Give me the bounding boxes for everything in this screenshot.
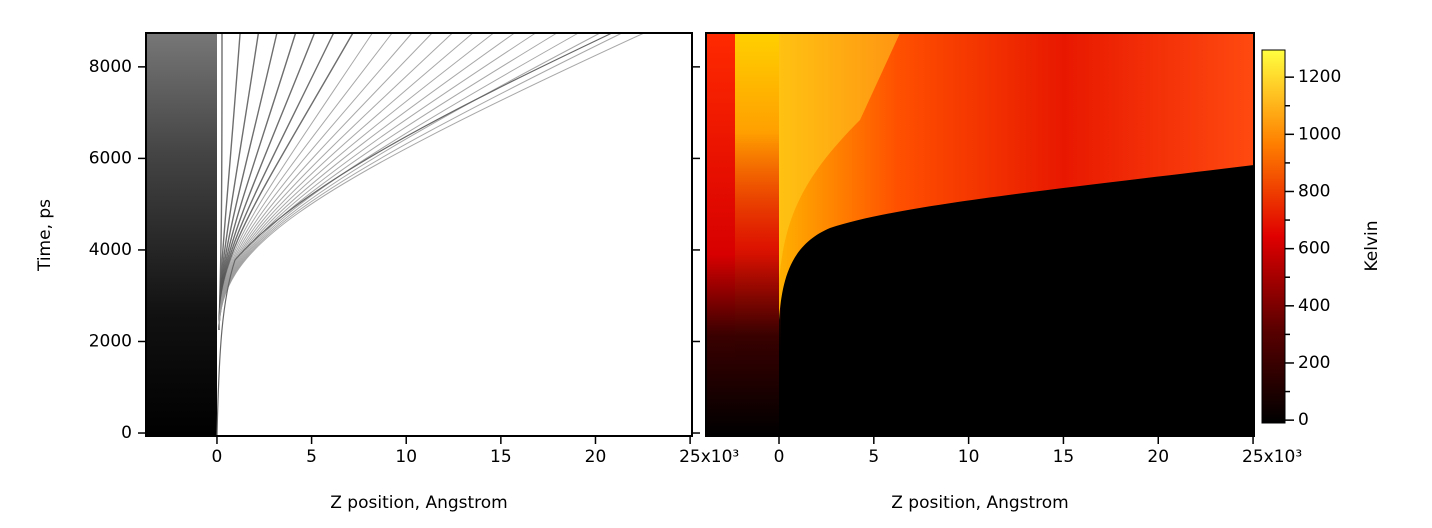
x-tick-label: 10	[395, 447, 417, 467]
colorbar	[1261, 49, 1286, 424]
y-axis-label: Time, ps	[35, 199, 55, 272]
x-tick-label: 5	[868, 447, 879, 467]
y-tick-label: 0	[121, 423, 132, 443]
x-tick-label: 0	[774, 447, 785, 467]
x-tick-label: 0	[212, 447, 223, 467]
y-tick-label: 6000	[89, 148, 132, 168]
hot-fan	[779, 33, 900, 280]
fan-envelope	[216, 32, 613, 437]
x-tick-label: 10	[958, 447, 980, 467]
hot-region	[779, 33, 1254, 320]
y-tick-label: 4000	[89, 240, 132, 260]
x-tick-label: 15	[1053, 447, 1075, 467]
x-axis-label: Z position, Angstrom	[330, 493, 508, 513]
colorbar-tick-label: 200	[1298, 353, 1330, 373]
dense-region	[146, 33, 217, 436]
colorbar-tick-label: 400	[1298, 296, 1330, 316]
colorbar-tick-label: 1200	[1298, 67, 1341, 87]
x-axis-label: Z position, Angstrom	[891, 493, 1069, 513]
panel-frame	[705, 32, 1255, 437]
colorbar-label: Kelvin	[1362, 220, 1382, 271]
colorbar-tick-label: 1000	[1298, 124, 1341, 144]
fan-lines	[216, 32, 645, 437]
colorbar-tick-label: 0	[1298, 410, 1309, 430]
x-tick-label: 20	[585, 447, 607, 467]
x-tick-label: 20	[1147, 447, 1169, 467]
fan-line	[218, 32, 645, 331]
y-tick-label: 8000	[89, 57, 132, 77]
x-tick-label: 15	[490, 447, 512, 467]
x-tick-label: 25x10³	[1242, 447, 1302, 467]
panel-frame	[145, 32, 693, 437]
hot-core	[735, 33, 781, 363]
x-tick-label: 5	[306, 447, 317, 467]
colorbar-tick-label: 800	[1298, 181, 1330, 201]
x-tick-label: 25x10³	[679, 447, 739, 467]
panel-bg	[146, 33, 692, 436]
colorbar-tick-label: 600	[1298, 239, 1330, 259]
y-tick-label: 2000	[89, 331, 132, 351]
